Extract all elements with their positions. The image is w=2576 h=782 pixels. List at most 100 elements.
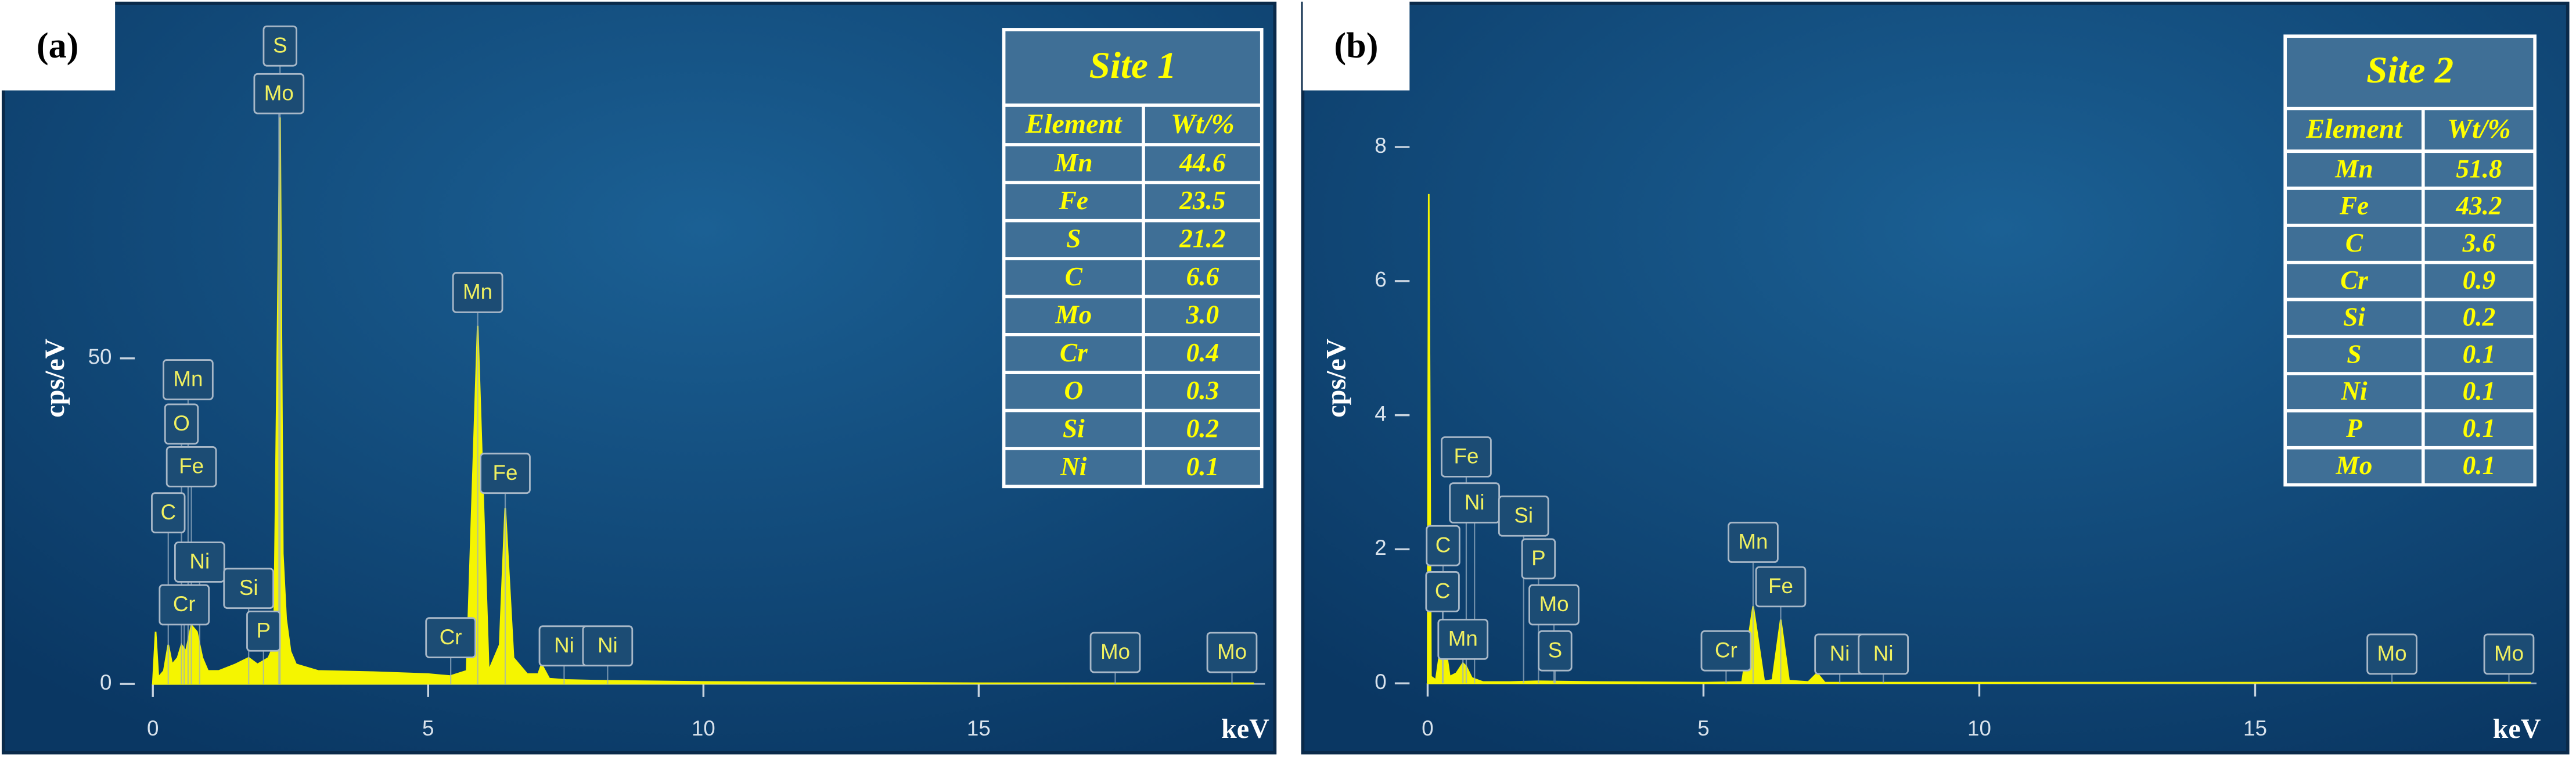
peak-label: Mo (2494, 641, 2524, 665)
table-cell: Fe (1059, 186, 1088, 215)
y-tick-label: 0 (100, 670, 111, 694)
table-cell: Fe (2339, 191, 2369, 220)
table-cell: C (1065, 262, 1083, 291)
table-cell: Si (2343, 303, 2365, 332)
peak-label: Ni (554, 633, 574, 657)
peak-label-box (164, 403, 199, 445)
peak-label: Si (1514, 503, 1533, 527)
table-header: Element (2305, 113, 2403, 144)
peak-label-box (174, 541, 225, 583)
peak-label-box (1498, 495, 1549, 537)
table-cell: S (2347, 339, 2361, 368)
table-cell: 44.6 (1179, 148, 1226, 177)
peak-label: Si (239, 576, 258, 600)
peak-label-box (480, 453, 531, 494)
peak-label: Ni (1830, 641, 1850, 665)
y-tick-label: 2 (1375, 536, 1386, 559)
table-cell: O (1064, 376, 1083, 405)
panel-tag-box (1303, 0, 1410, 91)
table-cell: 0.3 (1186, 376, 1219, 405)
table-cell: Mo (1055, 300, 1092, 329)
table-cell: P (2345, 414, 2362, 443)
peak-label: Mo (1100, 640, 1130, 663)
table-cell: 6.6 (1186, 262, 1219, 291)
peak-label: Fe (1768, 574, 1793, 598)
table-cell: 3.0 (1186, 300, 1219, 329)
peak-label-box (2366, 633, 2417, 675)
peak-label: C (1435, 579, 1451, 603)
peak-label: Mn (463, 280, 492, 304)
peak-label-box (1858, 633, 1909, 675)
table-cell: 0.1 (2463, 414, 2496, 443)
x-tick-label: 15 (2243, 716, 2267, 740)
x-tick-label: 0 (1422, 716, 1433, 740)
table-cell: 0.1 (2463, 451, 2496, 480)
peak-label-box (223, 568, 275, 609)
table-cell: Mn (1054, 148, 1092, 177)
table-cell: 43.2 (2455, 191, 2502, 220)
peak-label: C (1435, 533, 1451, 557)
y-tick-label: 0 (1375, 670, 1386, 694)
table-cell: 0.4 (1186, 338, 1219, 367)
table-cell: 51.8 (2456, 154, 2502, 183)
table-header: Wt/% (2447, 113, 2511, 144)
table-cell: Mo (2336, 451, 2373, 480)
peak-label: Mo (1217, 640, 1247, 663)
peak-label: O (173, 411, 190, 435)
x-axis-title: keV (2493, 713, 2541, 744)
y-axis-title: cps/eV (39, 338, 70, 417)
table-box (2283, 34, 2537, 487)
peak-label-box (452, 272, 503, 313)
peak-label-box (246, 610, 281, 652)
y-axis-title: cps/eV (1321, 338, 1352, 417)
table-cell: Si (1063, 414, 1085, 443)
x-tick-label: 0 (147, 716, 159, 740)
y-tick-label: 6 (1375, 268, 1386, 292)
table-cell: 0.2 (1186, 414, 1219, 443)
peak-label-box (166, 446, 217, 487)
peak-label-box (425, 617, 476, 658)
peak-label: P (257, 618, 271, 642)
table-cell: 0.9 (2463, 266, 2496, 295)
peak-label: S (273, 33, 287, 57)
table-cell: 0.1 (2463, 376, 2496, 406)
peak-label-box (163, 359, 214, 400)
peak-label-box (1728, 522, 1779, 563)
table-cell: 21.2 (1179, 224, 1225, 253)
x-tick-label: 5 (422, 716, 434, 740)
peak-label-box (1755, 566, 1807, 608)
x-tick-label: 5 (1697, 716, 1709, 740)
peak-label: Ni (1873, 641, 1894, 665)
peak-label: Ni (189, 550, 210, 573)
peak-label-box (159, 584, 210, 626)
peak-label: Fe (493, 461, 518, 485)
table-cell: Ni (1060, 452, 1087, 481)
table-cell: Cr (1060, 338, 1088, 367)
peak-label-box (1437, 619, 1489, 660)
peak-label: Mo (2377, 641, 2407, 665)
peak-label: Mn (173, 367, 203, 391)
table-title: Site 1 (1089, 45, 1177, 87)
x-tick-label: 15 (967, 716, 991, 740)
panel-label: (b) (1334, 26, 1378, 66)
peak-label-box (2483, 633, 2535, 675)
table-cell: Cr (2340, 266, 2368, 295)
peak-label-box (1089, 632, 1141, 673)
table-header: Wt/% (1171, 109, 1235, 139)
table-header: Element (1025, 109, 1122, 139)
table-cell: 0.2 (2463, 303, 2496, 332)
peak-label: Ni (1465, 490, 1485, 514)
peak-label-box (1528, 584, 1580, 626)
peak-label-box (1700, 630, 1752, 672)
table-title: Site 2 (2366, 49, 2453, 91)
peak-label: Ni (598, 633, 618, 657)
table-cell: Mn (2334, 154, 2373, 183)
peak-label: Fe (1454, 444, 1479, 468)
peak-label: Mo (264, 81, 294, 105)
y-tick-label: 50 (88, 345, 112, 369)
peak-label: P (1531, 546, 1546, 570)
table-cell: 3.6 (2462, 228, 2496, 257)
peak-label: S (1548, 638, 1563, 662)
